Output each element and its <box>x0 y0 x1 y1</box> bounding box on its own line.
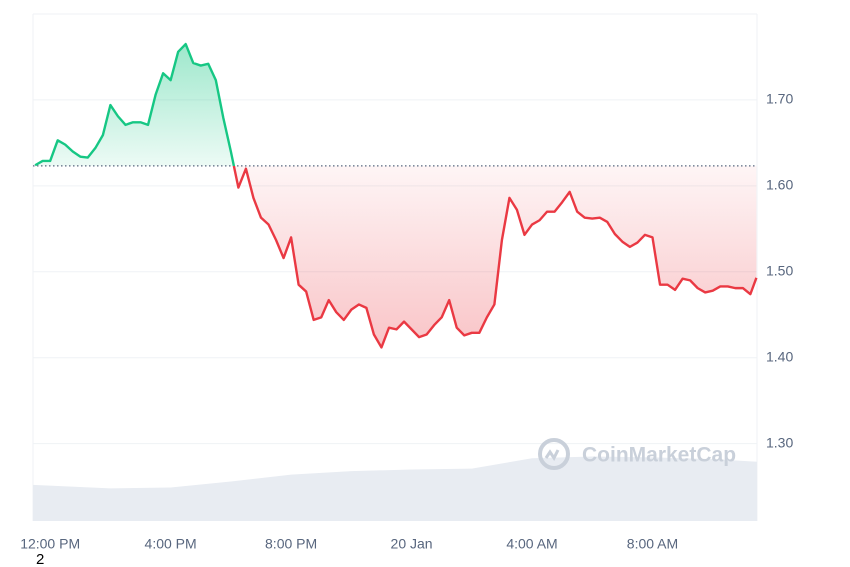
x-tick-label: 8:00 PM <box>265 536 317 552</box>
watermark-logo <box>538 438 570 470</box>
price-area <box>35 44 757 348</box>
x-tick-label: 4:00 PM <box>145 536 197 552</box>
price-line <box>34 42 758 349</box>
watermark: CoinMarketCap <box>538 438 736 470</box>
x-tick-label: 12:00 PM <box>20 536 80 552</box>
y-tick-label: 1.50 <box>766 262 793 278</box>
y-tick-label: 1.40 <box>766 348 793 364</box>
watermark-logo-mark <box>544 449 560 461</box>
x-tick-label: 4:00 AM <box>506 536 557 552</box>
x-tick-label: 8:00 AM <box>627 536 678 552</box>
volume-area <box>33 456 757 521</box>
watermark-text: CoinMarketCap <box>582 444 736 467</box>
x-tick-label: 20 Jan <box>391 536 433 552</box>
volume <box>33 456 757 521</box>
y-tick-label: 1.30 <box>766 434 793 450</box>
corner-text: 2 <box>36 551 44 567</box>
y-tick-label: 1.70 <box>766 91 793 107</box>
price-plot <box>33 42 758 349</box>
y-tick-label: 1.60 <box>766 177 793 193</box>
